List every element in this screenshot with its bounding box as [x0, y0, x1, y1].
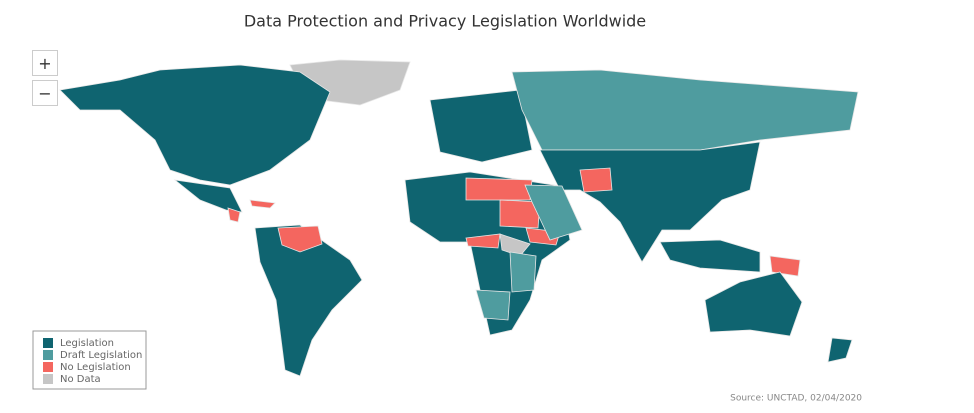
region [827, 337, 853, 363]
region [465, 233, 501, 249]
region [475, 289, 511, 321]
region [704, 271, 803, 337]
region [227, 207, 241, 223]
region [659, 239, 761, 273]
region [509, 251, 537, 293]
region [579, 167, 613, 193]
legend-label: Legislation [60, 338, 114, 349]
region [277, 225, 323, 253]
region [254, 224, 363, 377]
source: Source: UNCTAD, 02/04/2020 [730, 394, 862, 404]
legend-swatch [43, 362, 53, 372]
region [59, 64, 331, 186]
region [465, 177, 533, 201]
zoom-out[interactable]: − [32, 80, 58, 106]
region [173, 179, 243, 213]
legend-label: No Data [60, 374, 101, 385]
region [511, 69, 859, 151]
title: Data Protection and Privacy Legislation … [244, 12, 646, 31]
legend-label: No Legislation [60, 362, 131, 373]
legend-swatch [43, 374, 53, 384]
legend-swatch [43, 350, 53, 360]
region [249, 199, 276, 209]
legend-label: Draft Legislation [60, 350, 142, 361]
zoom-in[interactable]: + [32, 50, 58, 76]
region [524, 184, 583, 241]
region [429, 89, 533, 163]
region [769, 255, 801, 277]
region [499, 199, 541, 229]
legend-swatch [43, 338, 53, 348]
